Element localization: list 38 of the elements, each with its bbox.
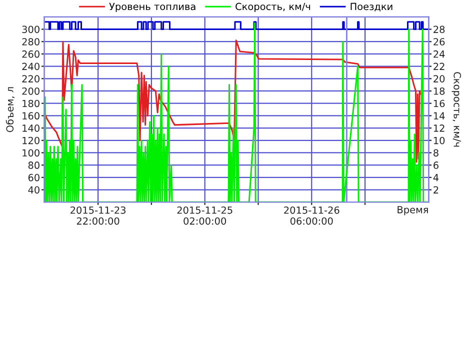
line-series <box>44 40 422 163</box>
y2-tick-label: 18 <box>434 87 445 95</box>
y2-axis-title: Скорость, км/ч <box>452 72 462 147</box>
y2-tick-label: 6 <box>434 162 438 169</box>
y-tick-label: 260 <box>22 50 40 58</box>
legend-label: Уровень топлива <box>109 2 196 12</box>
y-tick-label: 80 <box>28 162 40 169</box>
y-tick-label: 180 <box>22 100 40 108</box>
y-tick-label: 240 <box>22 62 40 70</box>
x-axis-title: Время <box>398 206 428 216</box>
y2-tick-label: 20 <box>434 75 445 82</box>
y2-tick-label: 4 <box>433 174 439 182</box>
y-tick-label: 220 <box>22 75 40 82</box>
y-axis-title: Объем, л <box>6 87 15 132</box>
y2-tick-label: 8 <box>434 149 438 157</box>
y2-tick-label: 26 <box>434 38 445 46</box>
y-tick-label: 60 <box>28 174 40 182</box>
x-tick-label: 2015-11-26 06:00:00 <box>284 206 340 225</box>
legend-label: Скорость, км/ч <box>236 2 310 12</box>
y2-tick-label: 28 <box>434 26 445 34</box>
legend-label: Поездки <box>350 2 392 12</box>
y-tick-label: 200 <box>22 87 40 95</box>
x-tick-label: 2015-11-25 02:00:00 <box>177 206 232 225</box>
y2-tick-label: 10 <box>434 136 445 144</box>
y2-tick-label: 24 <box>434 50 445 58</box>
y-tick-label: 160 <box>22 112 40 120</box>
y2-tick-label: 22 <box>434 62 444 70</box>
y2-tick-label: 2 <box>434 186 438 194</box>
y2-tick-label: 16 <box>434 100 445 108</box>
y-tick-label: 300 <box>22 26 40 34</box>
y-tick-label: 100 <box>22 149 40 157</box>
y2-tick-label: 12 <box>434 124 444 132</box>
y-tick-label: 140 <box>22 124 40 132</box>
y-tick-label: 120 <box>22 136 40 144</box>
y-tick-label: 280 <box>22 38 40 46</box>
y2-tick-label: 14 <box>434 112 445 120</box>
x-tick-label: 2015-11-23 22:00:00 <box>70 206 126 225</box>
y-tick-label: 40 <box>28 186 40 194</box>
